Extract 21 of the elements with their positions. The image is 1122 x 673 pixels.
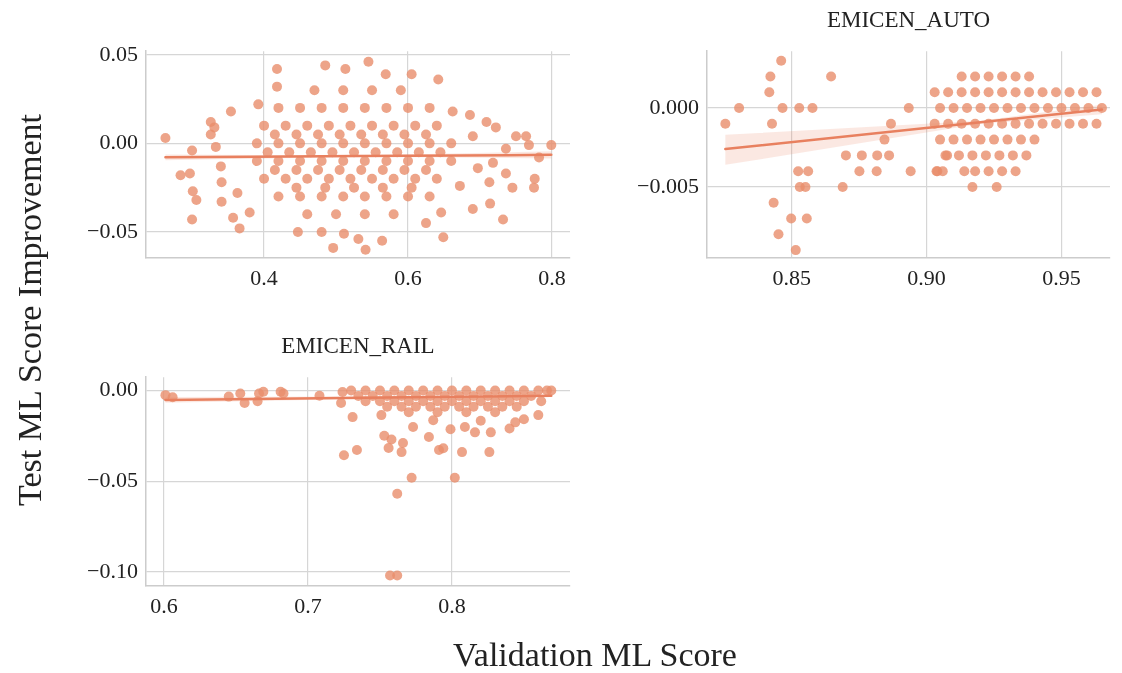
x-tick-label: 0.90 (907, 264, 946, 290)
y-tick-label: 0.00 (99, 376, 138, 402)
x-tick-label: 0.8 (538, 264, 566, 290)
x-tick-label: 0.4 (250, 264, 278, 290)
y-tick-label: 0.00 (99, 129, 138, 155)
y-tick-label: 0.05 (99, 40, 138, 66)
y-tick-label: −0.05 (87, 466, 138, 492)
x-tick-label: 0.6 (394, 264, 422, 290)
x-axis-title: Validation ML Score (453, 636, 737, 673)
y-tick-label: 0.000 (649, 93, 699, 119)
y-tick-label: −0.005 (637, 172, 699, 198)
y-axis-title: Test ML Score Improvement (11, 114, 49, 506)
x-tick-label: 0.8 (438, 592, 466, 618)
x-tick-label: 0.85 (772, 264, 811, 290)
x-tick-label: 0.95 (1042, 264, 1081, 290)
x-tick-label: 0.7 (294, 592, 322, 618)
chart-title: EMICEN_AUTO (825, 7, 992, 33)
y-tick-label: −0.05 (87, 217, 138, 243)
x-tick-label: 0.6 (150, 592, 178, 618)
chart-title: EMICEN_RAIL (280, 333, 436, 359)
y-tick-label: −0.10 (87, 557, 138, 583)
